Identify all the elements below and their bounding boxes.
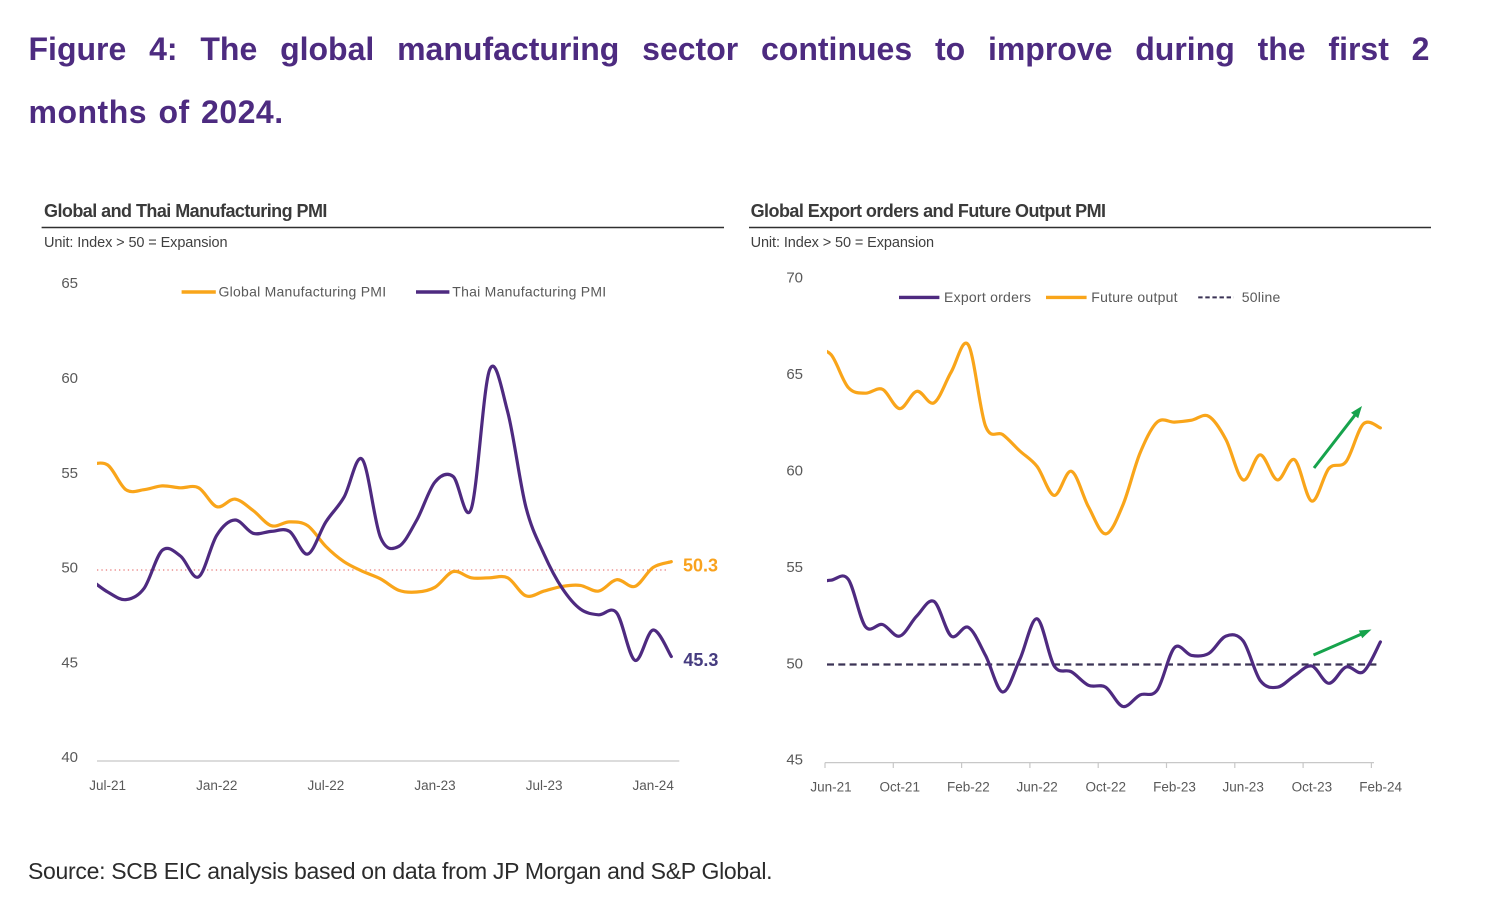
svg-text:45.3: 45.3 (683, 650, 718, 670)
svg-text:Unit: Index > 50 = Expansion: Unit: Index > 50 = Expansion (751, 235, 934, 251)
svg-text:Global Export orders and Futur: Global Export orders and Future Output P… (751, 201, 1106, 221)
svg-text:Unit: Index > 50 = Expansion: Unit: Index > 50 = Expansion (44, 235, 227, 251)
svg-text:60: 60 (61, 370, 78, 387)
svg-text:Feb-23: Feb-23 (1153, 780, 1196, 795)
svg-text:40: 40 (61, 749, 78, 766)
svg-text:55: 55 (61, 465, 78, 482)
svg-text:50.3: 50.3 (683, 555, 718, 575)
svg-text:70: 70 (786, 270, 803, 287)
svg-text:65: 65 (61, 275, 78, 292)
svg-text:Oct-23: Oct-23 (1292, 780, 1333, 795)
svg-text:Oct-22: Oct-22 (1086, 780, 1127, 795)
svg-text:Future output: Future output (1091, 289, 1178, 305)
svg-text:Global Manufacturing PMI: Global Manufacturing PMI (219, 284, 387, 300)
svg-text:Jan-22: Jan-22 (196, 778, 237, 793)
svg-text:Jul-21: Jul-21 (89, 778, 126, 793)
svg-text:Feb-22: Feb-22 (947, 780, 990, 795)
svg-text:65: 65 (786, 366, 803, 383)
svg-text:Export orders: Export orders (944, 289, 1031, 305)
svg-text:Oct-21: Oct-21 (879, 780, 920, 795)
svg-text:50: 50 (61, 560, 78, 577)
svg-text:60: 60 (786, 463, 803, 480)
svg-text:50line: 50line (1242, 289, 1281, 305)
svg-text:55: 55 (786, 559, 803, 576)
svg-text:Jun-23: Jun-23 (1223, 780, 1264, 795)
svg-text:Jul-23: Jul-23 (526, 778, 563, 793)
svg-text:Global and Thai Manufacturing: Global and Thai Manufacturing PMI (44, 201, 327, 221)
svg-text:45: 45 (786, 752, 803, 769)
svg-text:50: 50 (786, 655, 803, 672)
svg-text:Jun-21: Jun-21 (810, 780, 851, 795)
svg-text:Jul-22: Jul-22 (308, 778, 345, 793)
svg-text:Jan-24: Jan-24 (633, 778, 675, 793)
svg-text:Thai Manufacturing PMI: Thai Manufacturing PMI (452, 284, 606, 300)
svg-text:Jan-23: Jan-23 (414, 778, 455, 793)
svg-text:45: 45 (61, 654, 78, 671)
svg-text:Feb-24: Feb-24 (1359, 780, 1402, 795)
svg-text:Jun-22: Jun-22 (1016, 780, 1057, 795)
